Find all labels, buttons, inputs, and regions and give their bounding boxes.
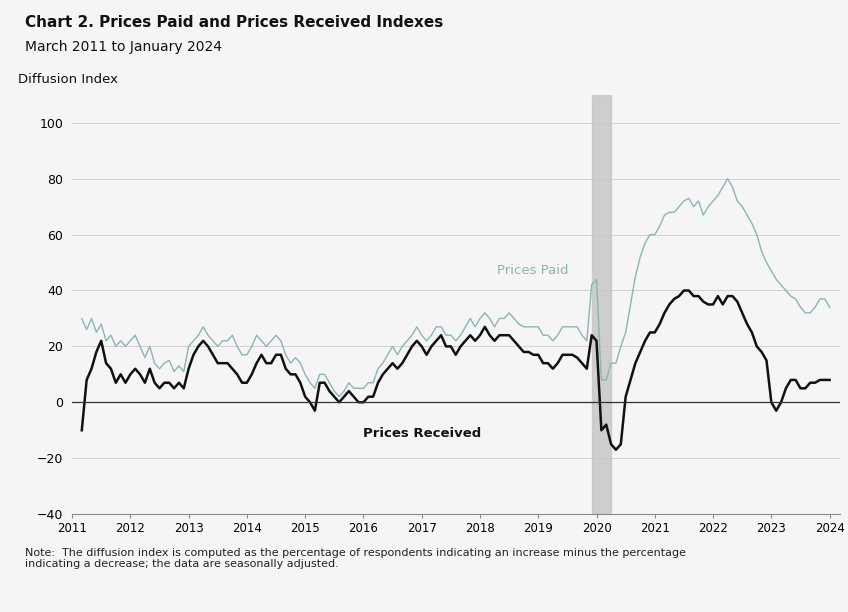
- Text: Note:  The diffusion index is computed as the percentage of respondents indicati: Note: The diffusion index is computed as…: [25, 548, 686, 569]
- Text: Prices Received: Prices Received: [363, 427, 481, 441]
- Text: Chart 2. Prices Paid and Prices Received Indexes: Chart 2. Prices Paid and Prices Received…: [25, 15, 444, 31]
- Text: March 2011 to January 2024: March 2011 to January 2024: [25, 40, 222, 54]
- Text: Diffusion Index: Diffusion Index: [19, 73, 119, 86]
- Text: Prices Paid: Prices Paid: [498, 264, 569, 277]
- Bar: [592, 95, 611, 514]
